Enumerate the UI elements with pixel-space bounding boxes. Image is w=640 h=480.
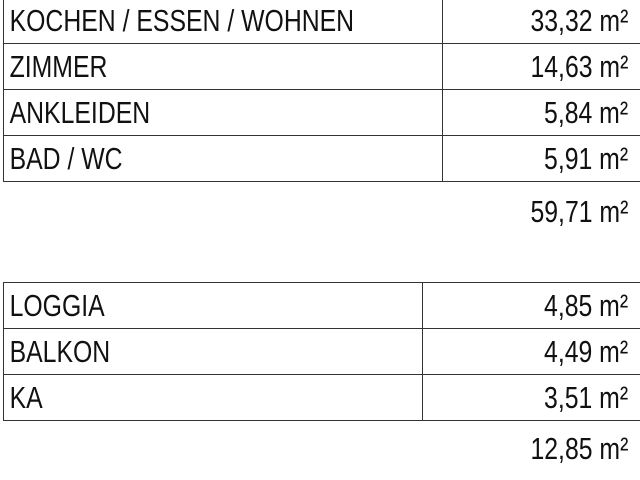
room-name: KOCHEN / ESSEN / WOHNEN	[9, 3, 355, 38]
room-name: ZIMMER	[9, 49, 108, 84]
room-name: BALKON	[9, 334, 111, 369]
room-area: 5,91 m²	[543, 141, 628, 176]
table-row: ZIMMER 14,63 m²	[3, 43, 640, 90]
table-row: KOCHEN / ESSEN / WOHNEN 33,32 m²	[3, 0, 640, 44]
room-name: KA	[9, 380, 43, 415]
room-name: LOGGIA	[9, 288, 105, 323]
room-area: 4,85 m²	[543, 288, 628, 323]
room-area: 3,51 m²	[543, 380, 628, 415]
outdoor-total: 12,85 m²	[530, 431, 628, 466]
table-row: BAD / WC 5,91 m²	[3, 135, 640, 182]
table-row: LOGGIA 4,85 m²	[3, 282, 640, 329]
table-row: BALKON 4,49 m²	[3, 328, 640, 375]
room-area-table: KOCHEN / ESSEN / WOHNEN 33,32 m² ZIMMER 14…	[3, 0, 640, 182]
room-area: 5,84 m²	[543, 95, 628, 130]
room-name: BAD / WC	[9, 141, 123, 176]
room-area: 33,32 m²	[530, 3, 628, 38]
table-row: ANKLEIDEN 5,84 m²	[3, 89, 640, 136]
room-area: 4,49 m²	[543, 334, 628, 369]
table-row: KA 3,51 m²	[3, 374, 640, 421]
outdoor-area-table: LOGGIA 4,85 m² BALKON 4,49 m² KA 3,51 m²	[3, 282, 640, 421]
room-name: ANKLEIDEN	[9, 95, 151, 130]
room-area: 14,63 m²	[530, 49, 628, 84]
rooms-total: 59,71 m²	[530, 194, 628, 229]
